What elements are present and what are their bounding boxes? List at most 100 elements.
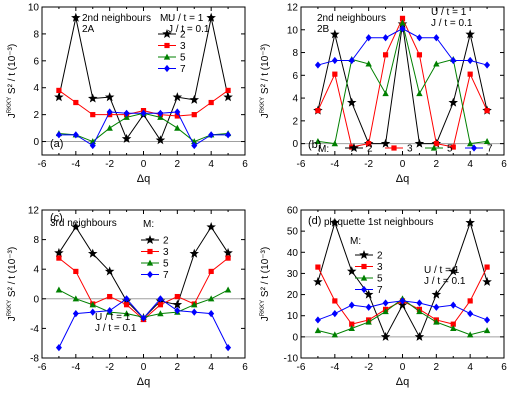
y-tick-label: 0 — [292, 139, 298, 150]
x-tick-label: 4 — [208, 159, 214, 170]
data-point-M5 — [382, 90, 389, 97]
legend-label: 5 — [447, 144, 453, 155]
data-point-M2 — [54, 247, 64, 257]
plot-frame — [41, 6, 246, 156]
data-point-M2 — [346, 266, 357, 276]
data-point-M3 — [90, 112, 96, 118]
data-point-M3 — [484, 264, 490, 270]
legend-label: 3 — [163, 247, 169, 258]
data-point-M3 — [174, 113, 180, 119]
data-point-M5 — [157, 310, 164, 317]
data-point-M5 — [224, 286, 232, 293]
y-axis-label-sup: RKKY — [7, 300, 13, 316]
y-axis-label-sup: RKKY — [260, 300, 266, 316]
data-point-M7 — [382, 34, 389, 42]
data-point-M2 — [313, 276, 323, 286]
data-point-M7 — [225, 131, 232, 139]
x-tick-label: -6 — [297, 159, 306, 170]
legend-title: M: — [350, 236, 361, 247]
y-tick-label: -8 — [30, 354, 39, 365]
legend-swatch-marker — [361, 285, 367, 294]
data-point-M2 — [397, 300, 408, 310]
data-point-M2 — [414, 331, 425, 341]
param-text: U / t = 1 — [95, 312, 131, 323]
data-point-M7 — [467, 56, 474, 65]
data-point-M7 — [208, 310, 215, 318]
panel-title: 2nd neighbours — [317, 13, 386, 24]
legend-label: 7 — [377, 285, 383, 296]
data-point-M3 — [157, 302, 164, 308]
series-line-M7 — [58, 298, 229, 348]
y-tick-label: 6 — [33, 56, 39, 67]
data-point-M3 — [332, 298, 338, 304]
legend-swatch-marker — [147, 248, 153, 255]
y-tick-label: 40 — [287, 248, 299, 259]
data-point-M2 — [431, 289, 442, 299]
data-point-M5 — [416, 90, 423, 97]
series-line-M3 — [58, 257, 229, 321]
data-point-M2 — [206, 222, 216, 232]
data-point-M5 — [207, 295, 215, 302]
data-point-M2 — [87, 93, 98, 103]
data-point-M2 — [363, 289, 374, 299]
plot-frame — [300, 209, 505, 359]
data-point-M5 — [331, 331, 339, 338]
y-tick-label: 4 — [33, 83, 39, 94]
x-tick-label: -2 — [364, 159, 373, 170]
y-axis-label-rest: S² / t (10⁻³) — [260, 44, 271, 97]
data-point-M2 — [71, 222, 81, 232]
data-point-M7 — [140, 314, 147, 322]
data-point-M7 — [467, 310, 474, 318]
y-axis-label-sup: RKKY — [260, 97, 266, 113]
data-point-M2 — [465, 29, 475, 39]
x-tick-label: 6 — [242, 159, 248, 170]
y-axis-label-rest: S² / t (10⁻³) — [7, 247, 18, 300]
data-point-M3 — [191, 112, 197, 118]
data-point-M7 — [55, 131, 62, 139]
data-point-M5 — [382, 308, 389, 315]
legend-swatch-marker — [162, 29, 172, 39]
legend-swatch-marker — [349, 143, 359, 153]
legend-label: 2 — [180, 30, 186, 41]
data-point-M3 — [332, 71, 338, 77]
x-tick-label: -6 — [38, 159, 47, 170]
data-point-M2 — [206, 12, 216, 22]
panel-title: plaquette 1st neighbours — [324, 217, 434, 228]
x-tick-label: 4 — [467, 362, 473, 373]
data-point-M7 — [484, 316, 491, 324]
data-point-M2 — [87, 248, 98, 258]
legend-title: M: — [160, 13, 171, 24]
param-text: U / t = 1 — [168, 13, 204, 24]
chart-panel-1: -6 -4 -2 0 2 4 6 0 2 4 6 8 10 12 Δq JRKKY S² / t (10⁻³)… — [260, 3, 507, 186]
y-tick-label: 12 — [287, 3, 299, 14]
panel-title: 2B — [317, 24, 330, 35]
legend-label: 3 — [407, 144, 413, 155]
data-point-M2 — [482, 276, 492, 286]
data-point-M3 — [225, 255, 231, 261]
data-point-M3 — [225, 87, 231, 94]
y-axis-label-main: J — [260, 316, 271, 321]
data-point-M7 — [348, 301, 355, 309]
series-line-M2 — [58, 226, 229, 319]
data-point-M7 — [191, 308, 198, 316]
series-line-M3 — [317, 17, 488, 148]
data-point-M7 — [331, 56, 338, 65]
y-axis-label-main: J — [7, 316, 18, 321]
y-axis-label-main: J — [260, 113, 271, 118]
data-point-M2 — [346, 97, 357, 107]
data-point-M2 — [189, 248, 200, 258]
x-tick-label: -6 — [297, 362, 306, 373]
y-tick-label: 8 — [33, 235, 39, 246]
legend-swatch-marker — [361, 263, 367, 270]
y-tick-label: 8 — [292, 48, 298, 59]
series-line-M7 — [317, 28, 488, 66]
y-axis-label-sup: RKKY — [7, 97, 13, 113]
data-point-M5 — [348, 325, 355, 331]
data-point-M7 — [106, 108, 113, 116]
data-point-M3 — [73, 268, 79, 275]
data-point-M7 — [433, 303, 440, 311]
data-point-M7 — [348, 56, 355, 65]
data-point-M7 — [140, 109, 147, 117]
data-point-M2 — [465, 217, 475, 227]
x-tick-label: -4 — [330, 159, 339, 170]
